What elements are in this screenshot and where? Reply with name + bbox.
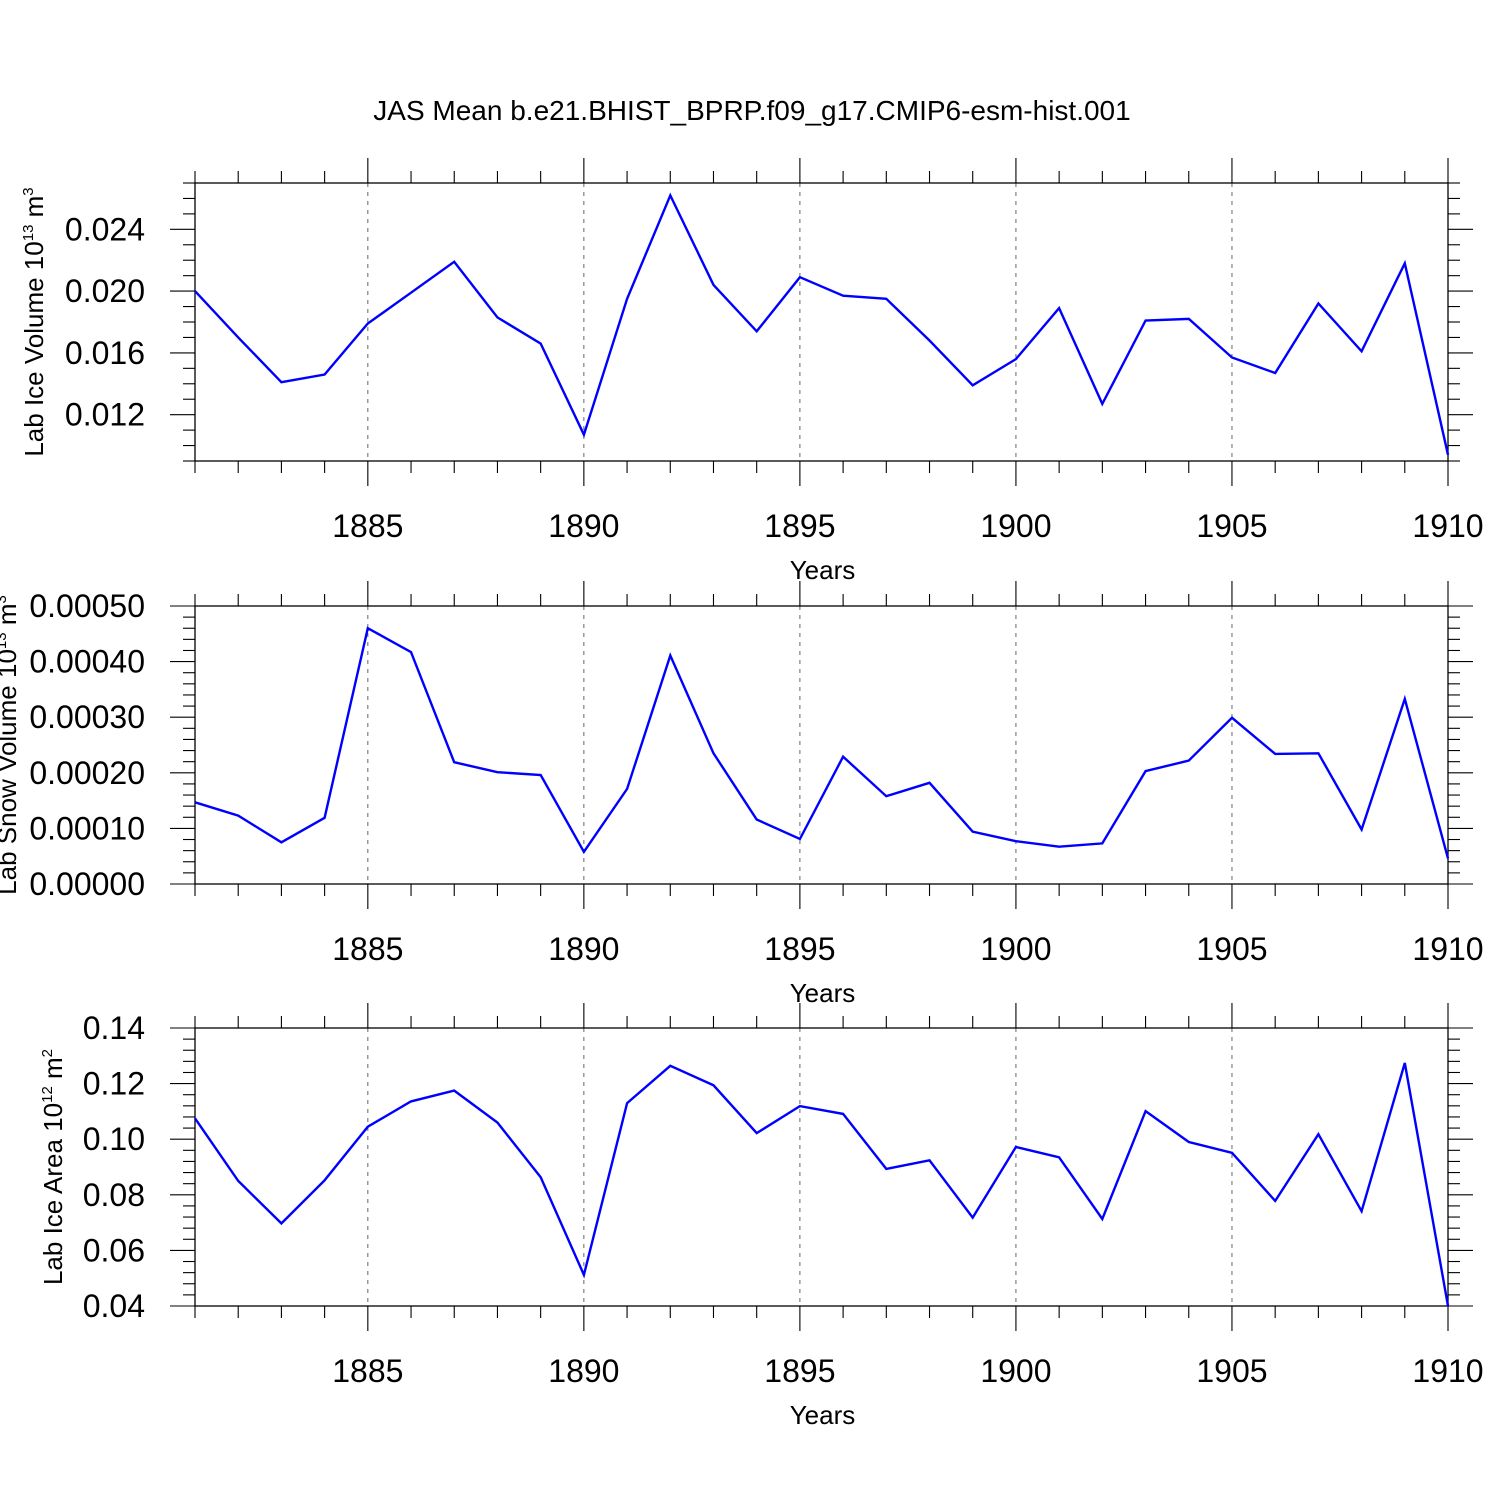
x-tick-label: 1900 (980, 931, 1051, 967)
plot-frame (194, 182, 1449, 462)
y-axis-label: Lab Snow Volume 1013 m3 (0, 595, 22, 895)
series-line (194, 626, 1450, 859)
y-tick-label: 0.012 (65, 397, 145, 433)
y-tick-label: 0.00040 (29, 644, 145, 680)
y-tick-label: 0.14 (83, 1010, 145, 1046)
panel-1: 1885 1890 1895 1900 1905 1910 Years 0.012 0.016 0… (19, 158, 1484, 585)
y-tick-label: 0.024 (65, 211, 145, 247)
x-tick-label: 1910 (1412, 931, 1483, 967)
y-axis-label: Lab Ice Volume 1013 m3 (19, 187, 49, 456)
x-tick-label: 1905 (1196, 508, 1267, 544)
y-tick-label: 0.00030 (29, 699, 145, 735)
x-tick-label: 1905 (1196, 931, 1267, 967)
y-axis-label-exponent: 13 (20, 225, 37, 242)
y-tick-label: 0.10 (83, 1121, 145, 1157)
y-axis-label-unit-exponent: 3 (20, 187, 37, 195)
x-tick-label: 1890 (548, 508, 619, 544)
y-tick-label: 0.00000 (29, 866, 145, 902)
y-tick-label: 0.016 (65, 335, 145, 371)
y-axis-label-exponent: 13 (0, 632, 10, 649)
y-axis-label-exponent: 12 (39, 1086, 56, 1103)
x-tick-label: 1900 (980, 508, 1051, 544)
plot-frame (194, 1027, 1449, 1307)
x-tick-label: 1895 (764, 931, 835, 967)
y-tick-label: 0.12 (83, 1066, 145, 1102)
x-tick-label: 1890 (548, 931, 619, 967)
chart-title: JAS Mean b.e21.BHIST_BPRP.f09_g17.CMIP6-… (373, 95, 1130, 126)
panel-3: 1885 1890 1895 1900 1905 1910 Years 0.04 0.06 0.0… (38, 1003, 1484, 1430)
y-tick-label: 0.020 (65, 273, 145, 309)
x-tick-label: 1910 (1412, 508, 1483, 544)
x-tick-label: 1885 (332, 1353, 403, 1389)
y-tick-label: 0.00050 (29, 588, 145, 624)
y-tick-label: 0.00010 (29, 810, 145, 846)
y-tick-label: 0.08 (83, 1177, 145, 1213)
x-tick-label: 1890 (548, 1353, 619, 1389)
x-tick-label: 1895 (764, 508, 835, 544)
y-tick-label: 0.06 (83, 1232, 145, 1268)
y-axis-label-unit: m (19, 196, 49, 225)
x-axis-label: Years (790, 978, 856, 1008)
x-axis-label: Years (790, 555, 856, 585)
y-axis-label: Lab Ice Area 1012 m2 (38, 1049, 68, 1285)
series-line (194, 1062, 1450, 1307)
y-axis-label-unit: m (38, 1057, 68, 1086)
y-axis-label-text: Lab Ice Volume 10 (19, 241, 49, 456)
x-tick-label: 1900 (980, 1353, 1051, 1389)
x-tick-label: 1895 (764, 1353, 835, 1389)
y-axis-label-text: Lab Snow Volume 10 (0, 649, 22, 895)
y-axis-label-unit-exponent: 3 (0, 595, 10, 603)
plot-frame (194, 605, 1449, 885)
series-line (194, 192, 1450, 456)
x-tick-label: 1905 (1196, 1353, 1267, 1389)
panel-2: 1885 1890 1895 1900 1905 1910 Years 0.00000 0.00… (0, 581, 1484, 1008)
y-axis-label-unit: m (0, 604, 22, 633)
y-axis-label-text: Lab Ice Area 10 (38, 1103, 68, 1285)
x-tick-label: 1885 (332, 508, 403, 544)
x-tick-label: 1910 (1412, 1353, 1483, 1389)
y-tick-label: 0.04 (83, 1288, 145, 1324)
y-axis-label-unit-exponent: 2 (39, 1049, 56, 1057)
x-tick-label: 1885 (332, 931, 403, 967)
x-axis-label: Years (790, 1400, 856, 1430)
y-tick-label: 0.00020 (29, 755, 145, 791)
